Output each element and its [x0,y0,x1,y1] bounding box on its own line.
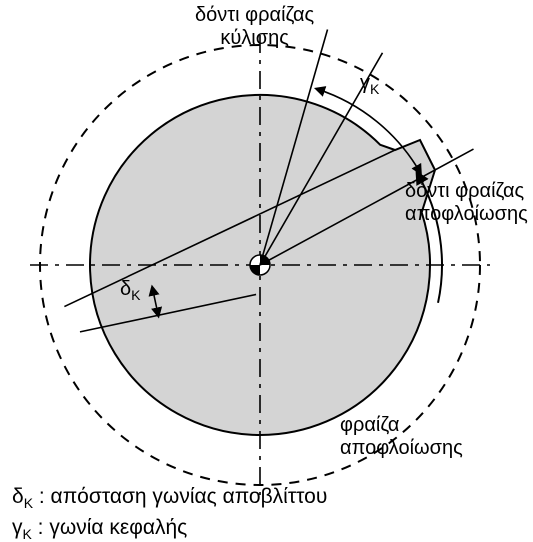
diagram-canvas: δόντι φραίζας κύλισης γK δόντι φραίζας α… [0,0,533,542]
label-delta-k: δK [120,278,140,303]
legend-gamma: γK : γωνία κεφαλής [12,516,187,542]
diagram-svg [0,0,533,542]
label-tooth-peeling: δόντι φραίζας αποφλοίωσης [405,180,528,226]
label-gamma-k: γK [360,72,379,97]
label-tooth-rolling: δόντι φραίζας κύλισης [195,4,314,50]
legend-delta: δK : απόσταση γωνίας αποβλίττου [12,485,327,511]
label-peeling-cutter: φραίζα αποφλοίωσης [340,414,463,460]
